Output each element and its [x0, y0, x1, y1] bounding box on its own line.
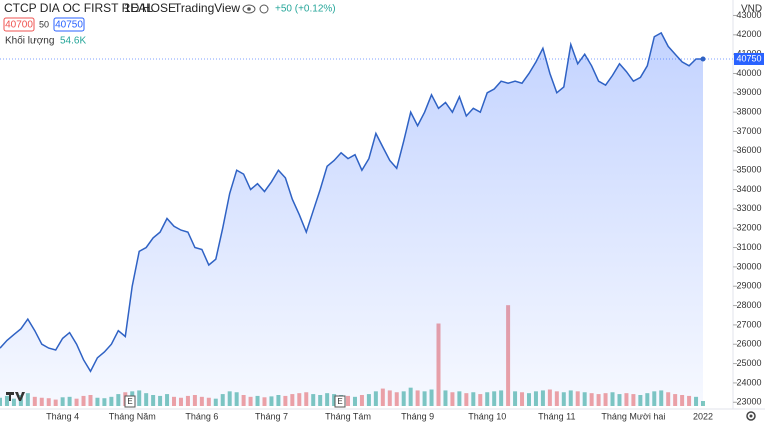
bid-box[interactable] — [3, 17, 35, 32]
last-price-box — [734, 52, 764, 65]
spread: 50 — [39, 19, 49, 29]
currency[interactable]: VND — [741, 4, 762, 15]
y-tick-label: 29000 — [736, 281, 761, 291]
symbol: CTCP DIA OC FIRST REAL — [4, 1, 153, 15]
x-tick-label: Tháng Năm — [109, 411, 156, 421]
ask-box[interactable] — [53, 17, 85, 32]
x-tick-label: Tháng 4 — [46, 411, 79, 421]
eye-icon[interactable] — [242, 4, 256, 14]
y-tick-label: 37000 — [736, 126, 761, 136]
volume-label: Khối lượng — [5, 35, 54, 47]
plot: 23000 24000 25000 26000 27000 28000 29000 30000… — [0, 10, 764, 421]
y-tick-label: 27000 — [736, 319, 761, 329]
ask: 40750 — [55, 20, 83, 31]
x-tick-label: Tháng Mười hai — [601, 411, 665, 421]
last-price-dot — [700, 56, 706, 62]
y-tick-label: 25000 — [736, 358, 761, 368]
x-tick-label: Tháng 10 — [468, 411, 506, 421]
y-tick-label: 35000 — [736, 165, 761, 175]
y-tick-label: 34000 — [736, 184, 761, 194]
y-tick-label: 40000 — [736, 68, 761, 78]
y-tick-label: 24000 — [736, 377, 761, 387]
y-tick-label: 42000 — [736, 29, 761, 39]
x-tick-label: Tháng 6 — [185, 411, 218, 421]
y-tick-label: 32000 — [736, 223, 761, 233]
y-tick-label: 33000 — [736, 203, 761, 213]
x-tick-label: Tháng 7 — [255, 411, 288, 421]
y-tick-label: 31000 — [736, 242, 761, 252]
y-tick-label: 23000 — [736, 397, 761, 407]
bid: 40700 — [5, 20, 33, 31]
event-label: E — [337, 397, 342, 406]
change: +50 (+0.12%) — [275, 4, 336, 15]
y-tick-label: 36000 — [736, 145, 761, 155]
y-tick-label: 39000 — [736, 87, 761, 97]
interval: 1D — [124, 1, 140, 15]
y-tick-label: 30000 — [736, 261, 761, 271]
logo — [6, 392, 25, 401]
volume-value: 54.6K — [60, 36, 86, 47]
y-tick-label: 28000 — [736, 300, 761, 310]
event-marker[interactable] — [124, 395, 136, 408]
x-tick-label: Tháng 11 — [538, 411, 575, 421]
source: TradingView — [174, 1, 240, 15]
y-tick-label: 43000 — [736, 10, 761, 20]
x-tick-label: Tháng Tám — [325, 411, 371, 421]
price-line — [0, 31, 703, 373]
settings-icon[interactable] — [259, 4, 269, 14]
last-price-label: 40750 — [736, 53, 761, 63]
exchange: HOSE — [142, 1, 176, 15]
area — [0, 32, 703, 407]
x-tick-label: Tháng 9 — [401, 411, 434, 421]
x-tick-label: 2022 — [693, 411, 713, 421]
y-tick-label: 26000 — [736, 339, 761, 349]
settings-gear[interactable] — [746, 411, 756, 421]
y-tick-label: 38000 — [736, 107, 761, 117]
event-marker[interactable] — [334, 395, 346, 408]
event-label: E — [127, 397, 132, 406]
